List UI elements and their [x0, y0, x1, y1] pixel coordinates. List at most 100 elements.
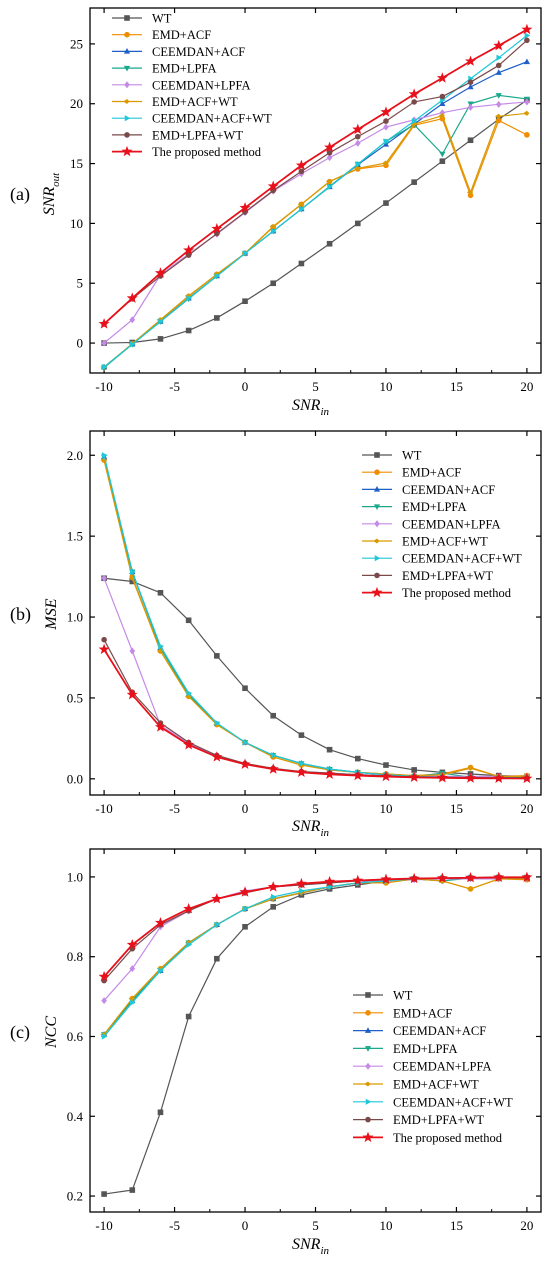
data-point	[101, 636, 107, 643]
data-point	[185, 1013, 192, 1020]
data-point	[183, 739, 195, 750]
data-point	[324, 141, 336, 153]
legend-marker	[365, 1116, 371, 1123]
data-point	[270, 228, 277, 235]
x-tick-label: 10	[379, 801, 392, 816]
legend-label: The proposed method	[402, 586, 512, 600]
x-axis-label-main: SNR	[292, 397, 321, 414]
y-tick-label: 0.2	[67, 1189, 83, 1204]
x-axis-label: SNRin	[292, 397, 330, 418]
data-point	[211, 223, 223, 234]
legend-label: CEEMDAN+LPFA	[152, 78, 251, 92]
data-point	[239, 758, 251, 769]
data-point	[354, 139, 361, 147]
series-line	[103, 28, 528, 325]
data-point	[354, 220, 361, 227]
data-point	[242, 923, 248, 930]
data-point	[183, 244, 195, 256]
data-point	[269, 223, 276, 229]
data-point	[154, 917, 166, 928]
legend-label: EMD+LPFA	[393, 1042, 457, 1056]
data-point	[299, 760, 305, 767]
data-point	[438, 113, 445, 119]
series-0	[101, 575, 530, 780]
legend-marker	[365, 992, 371, 998]
data-point	[411, 118, 418, 125]
data-point	[467, 103, 474, 111]
x-axis-label-sub: in	[320, 1245, 329, 1257]
legend-label: CEEMDAN+ACF+WT	[393, 1095, 513, 1109]
data-point	[295, 766, 307, 778]
data-point	[352, 123, 364, 135]
data-point	[101, 574, 107, 582]
legend-marker	[373, 538, 380, 544]
y-tick-label: 1.0	[67, 869, 83, 884]
data-point	[101, 339, 107, 347]
legend-label: EMD+ACF+WT	[393, 1078, 479, 1092]
data-point	[98, 318, 110, 329]
legend-marker	[124, 31, 130, 38]
x-tick-label: -5	[169, 801, 180, 816]
data-point	[154, 267, 166, 278]
data-point	[466, 765, 474, 771]
data-point	[408, 771, 420, 783]
series-3	[101, 875, 530, 1038]
data-point	[298, 732, 305, 738]
data-point	[354, 755, 361, 762]
data-point	[436, 872, 448, 883]
y-tick-label: 0	[77, 336, 84, 351]
y-axis-label-sub: out	[50, 172, 62, 187]
data-point	[242, 905, 249, 912]
data-point	[436, 772, 448, 783]
data-point	[214, 272, 221, 280]
data-point	[270, 280, 277, 287]
data-point	[326, 154, 333, 162]
x-tick-label: -5	[169, 1218, 180, 1233]
x-tick-label: 15	[450, 1218, 463, 1233]
data-point	[523, 58, 530, 65]
x-tick-label: 10	[379, 1218, 392, 1233]
x-tick-label: 15	[450, 801, 463, 816]
legend-marker	[374, 452, 380, 458]
data-point	[130, 999, 136, 1006]
legend-label: EMD+ACF	[402, 466, 461, 480]
data-point	[383, 123, 389, 131]
legend-marker	[123, 98, 130, 105]
legend-marker	[124, 15, 130, 21]
data-point	[270, 712, 277, 719]
data-point	[158, 643, 164, 650]
x-tick-label: 0	[242, 801, 249, 816]
x-axis-label-sub: in	[320, 827, 329, 839]
data-point	[298, 168, 305, 175]
x-axis-label: SNRin	[292, 1236, 330, 1257]
legend-marker	[123, 48, 131, 54]
data-point	[239, 202, 251, 213]
series-line	[103, 578, 527, 778]
data-point	[186, 690, 193, 697]
data-point	[439, 93, 446, 100]
data-point	[354, 133, 361, 140]
data-point	[270, 893, 277, 900]
data-point	[239, 886, 251, 897]
data-point	[439, 158, 446, 164]
data-point	[467, 79, 474, 85]
data-point	[267, 763, 279, 774]
data-point	[521, 23, 533, 35]
data-point	[408, 88, 420, 99]
series-line	[103, 877, 527, 1035]
data-point	[493, 39, 505, 51]
data-point	[185, 617, 192, 624]
series-line	[104, 99, 528, 344]
data-point	[383, 118, 389, 124]
data-point	[158, 318, 164, 325]
y-tick-label: 1.5	[67, 529, 83, 544]
data-point	[326, 240, 333, 247]
data-point	[495, 100, 502, 108]
data-point	[439, 100, 446, 106]
data-point	[101, 997, 107, 1005]
legend-marker	[121, 145, 133, 157]
data-point	[298, 260, 305, 267]
legend: WT EMD+ACF CEEMDAN+ACF EMD+LPFA CEEMDAN+LPFA…	[112, 12, 272, 159]
data-point	[408, 872, 420, 884]
y-tick-label: 2.0	[67, 448, 83, 463]
